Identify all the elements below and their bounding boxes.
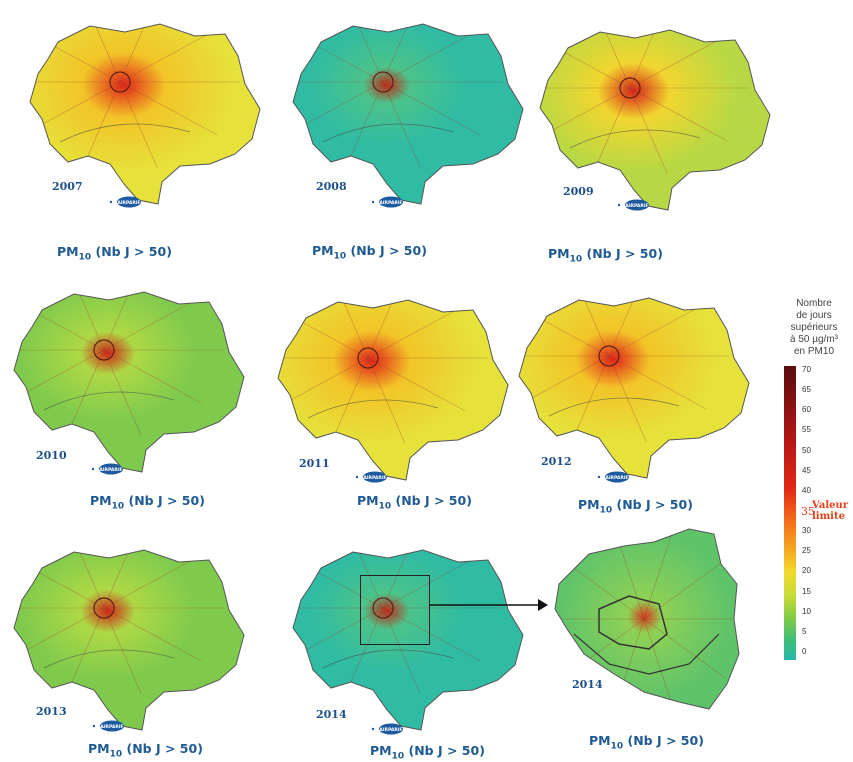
legend-tick-label: 50: [802, 447, 811, 455]
year-label: 2010: [36, 449, 67, 462]
airparif-logo: AIRPARIF: [354, 470, 388, 482]
legend-tick-label: 25: [802, 547, 811, 555]
caption-rest: (Nb J > 50): [346, 243, 427, 258]
year-label: 2008: [316, 180, 347, 193]
map-caption: PM10 (Nb J > 50): [589, 733, 704, 752]
legend-tick-label: 65: [802, 386, 811, 394]
map-caption: PM10 (Nb J > 50): [312, 243, 427, 262]
zoom-arrow-icon: [430, 598, 548, 612]
caption-pm: PM: [578, 497, 600, 512]
caption-sub: 10: [600, 506, 613, 516]
caption-rest: (Nb J > 50): [404, 743, 485, 758]
map-caption: PM10 (Nb J > 50): [57, 244, 172, 263]
caption-pm: PM: [548, 246, 570, 261]
caption-rest: (Nb J > 50): [391, 493, 472, 508]
map-caption: PM10 (Nb J > 50): [370, 743, 485, 762]
legend-tick-label: 45: [802, 467, 811, 475]
year-label: 2012: [541, 455, 572, 468]
legend-title-line: Nombre: [775, 298, 853, 310]
caption-pm: PM: [357, 493, 379, 508]
svg-text:AIRPARIF: AIRPARIF: [625, 203, 648, 209]
svg-text:AIRPARIF: AIRPARIF: [99, 467, 122, 473]
legend-tick-label: 70: [802, 366, 811, 374]
caption-rest: (Nb J > 50): [122, 741, 203, 756]
legend-color-scale: [784, 366, 796, 660]
caption-rest: (Nb J > 50): [612, 497, 693, 512]
legend-tick-label: 10: [802, 608, 811, 616]
map-caption: PM10 (Nb J > 50): [357, 493, 472, 512]
caption-sub: 10: [570, 255, 583, 265]
caption-pm: PM: [312, 243, 334, 258]
airparif-logo: AIRPARIF: [370, 722, 404, 734]
caption-sub: 10: [611, 742, 624, 752]
caption-pm: PM: [589, 733, 611, 748]
legend-title: Nombre de jours supérieurs à 50 µg/m³ en PM1…: [775, 298, 853, 358]
legend-title-line: en PM10: [775, 346, 853, 358]
caption-pm: PM: [57, 244, 79, 259]
svg-text:AIRPARIF: AIRPARIF: [379, 200, 402, 206]
svg-text:AIRPARIF: AIRPARIF: [605, 475, 628, 481]
year-label: 2014: [572, 678, 603, 691]
caption-sub: 10: [112, 502, 125, 512]
map-caption: PM10 (Nb J > 50): [548, 246, 663, 265]
caption-rest: (Nb J > 50): [124, 493, 205, 508]
year-label: 2009: [563, 185, 594, 198]
legend-tick-label: 40: [802, 487, 811, 495]
caption-rest: (Nb J > 50): [91, 244, 172, 259]
airparif-logo: AIRPARIF: [616, 198, 650, 210]
legend-tick-label: 20: [802, 567, 811, 575]
caption-pm: PM: [88, 741, 110, 756]
year-label: 2007: [52, 180, 83, 193]
legend-tick-label: 5: [802, 628, 806, 636]
svg-text:AIRPARIF: AIRPARIF: [379, 727, 402, 733]
svg-text:AIRPARIF: AIRPARIF: [363, 475, 386, 481]
caption-pm: PM: [370, 743, 392, 758]
legend-tick-label: 0: [802, 648, 806, 656]
zoom-selection-box: [360, 575, 430, 645]
airparif-logo: AIRPARIF: [108, 195, 142, 207]
airparif-logo: AIRPARIF: [90, 462, 124, 474]
caption-sub: 10: [334, 252, 347, 262]
svg-text:AIRPARIF: AIRPARIF: [100, 724, 123, 730]
year-label: 2011: [299, 457, 330, 470]
airparif-logo: AIRPARIF: [370, 195, 404, 207]
airparif-logo: AIRPARIF: [91, 719, 125, 731]
legend-tick-label: 30: [802, 527, 811, 535]
map-caption: PM10 (Nb J > 50): [578, 497, 693, 516]
caption-sub: 10: [392, 752, 405, 762]
caption-sub: 10: [79, 253, 92, 263]
legend-tick-label: 60: [802, 406, 811, 414]
legend-title-line: à 50 µg/m³: [775, 334, 853, 346]
map-caption: PM10 (Nb J > 50): [90, 493, 205, 512]
year-label: 2013: [36, 705, 67, 718]
airparif-logo: AIRPARIF: [596, 470, 630, 482]
limit-label-line: Valeur: [812, 500, 848, 511]
map-caption: PM10 (Nb J > 50): [88, 741, 203, 760]
caption-sub: 10: [379, 502, 392, 512]
caption-sub: 10: [110, 750, 123, 760]
legend-title-line: de jours: [775, 310, 853, 322]
limit-label-line: limite: [812, 511, 848, 522]
caption-pm: PM: [90, 493, 112, 508]
limit-label: Valeur limite: [812, 500, 848, 522]
legend-tick-label: 15: [802, 588, 811, 596]
svg-text:AIRPARIF: AIRPARIF: [117, 200, 140, 206]
legend-tick-label: 55: [802, 426, 811, 434]
year-label: 2014: [316, 708, 347, 721]
caption-rest: (Nb J > 50): [582, 246, 663, 261]
legend-title-line: supérieurs: [775, 322, 853, 334]
caption-rest: (Nb J > 50): [623, 733, 704, 748]
